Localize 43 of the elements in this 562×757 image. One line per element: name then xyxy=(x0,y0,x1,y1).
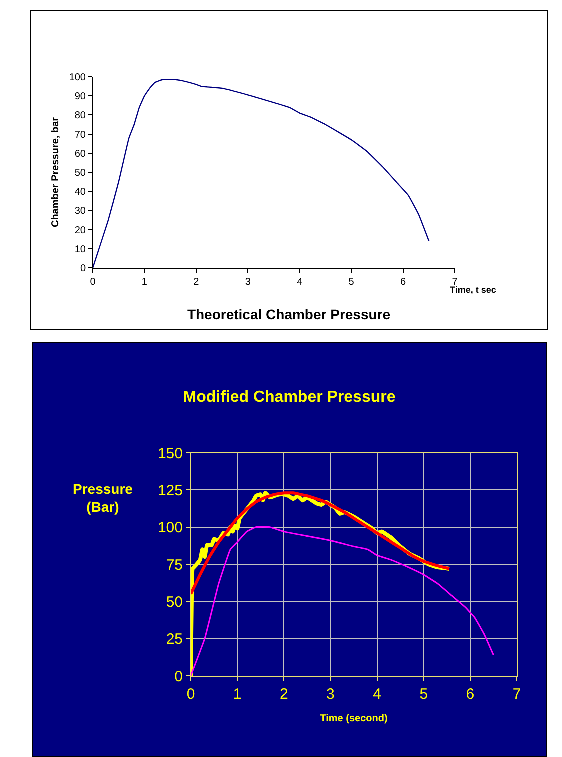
x-tick-label: 7 xyxy=(512,686,522,703)
y-tick-label: 70 xyxy=(74,130,86,141)
x-tick-label: 3 xyxy=(326,686,335,703)
x-axis-title: Time (second) xyxy=(320,714,388,724)
x-tick-label: 2 xyxy=(194,277,200,288)
x-tick-label: 6 xyxy=(400,277,407,288)
line-series xyxy=(93,79,430,268)
x-tick-label: 0 xyxy=(90,277,96,288)
y-axis-title: Chamber Pressure, bar xyxy=(50,117,62,228)
x-tick-label: 5 xyxy=(348,277,355,288)
x-tick-label: 4 xyxy=(373,686,382,703)
x-tick-label: 3 xyxy=(245,277,252,288)
y-tick-label: 80 xyxy=(74,110,86,122)
x-tick-label: 6 xyxy=(466,686,475,703)
y-tick-label: 0 xyxy=(174,668,183,686)
x-axis-title: Time, t sec xyxy=(450,285,496,295)
y-tick-label: 90 xyxy=(74,92,86,103)
y-tick-label: 30 xyxy=(74,206,86,218)
y-axis-title: Pressure (Bar) xyxy=(73,481,134,516)
y-tick-label: 40 xyxy=(74,187,86,198)
y-tick-label: 25 xyxy=(166,631,183,648)
x-tick-label: 1 xyxy=(233,686,242,703)
x-tick-label: 0 xyxy=(186,686,196,703)
y-tick-label: 150 xyxy=(158,445,183,462)
y-tick-label: 75 xyxy=(166,556,183,574)
chart-title: Modified Chamber Pressure xyxy=(183,388,396,406)
x-tick-label: 1 xyxy=(142,277,148,288)
y-tick-label: 50 xyxy=(74,168,86,179)
x-tick-label: 2 xyxy=(280,686,288,703)
y-tick-label: 60 xyxy=(74,148,86,160)
text: Theoretical Chamber Pressure xyxy=(187,306,391,322)
y-tick-label: 0 xyxy=(80,264,86,274)
x-tick-label: 4 xyxy=(297,277,304,288)
line-series xyxy=(191,526,494,676)
x-tick-label: 5 xyxy=(420,686,428,703)
y-tick-label: 100 xyxy=(158,520,183,537)
x-tick-label: 7 xyxy=(452,277,458,288)
y-tick-label: 10 xyxy=(74,244,86,256)
y-tick-label: 100 xyxy=(69,72,86,84)
y-tick-label: 125 xyxy=(158,482,183,500)
y-tick-label: 20 xyxy=(74,225,86,236)
line-series xyxy=(191,492,451,596)
y-tick-label: 50 xyxy=(166,594,183,611)
